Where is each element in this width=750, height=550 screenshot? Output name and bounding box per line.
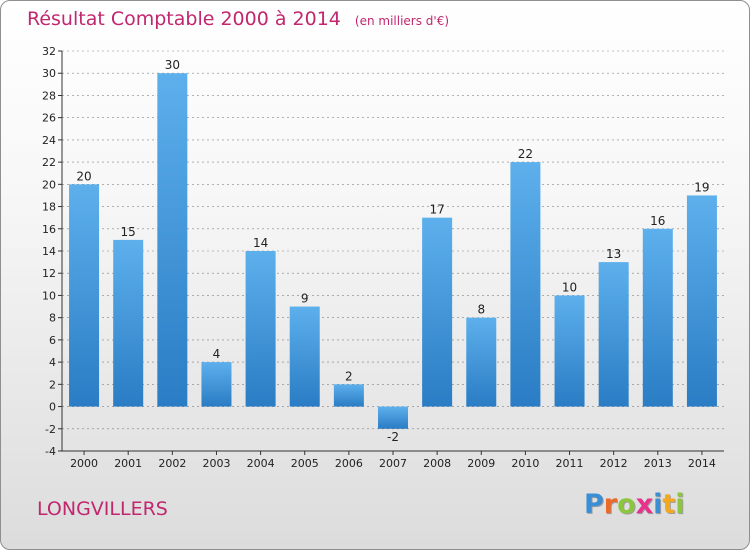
- data-label: 8: [477, 303, 485, 317]
- y-tick-label: 0: [49, 401, 56, 414]
- x-tick-label: 2009: [467, 457, 495, 470]
- data-label: 15: [121, 225, 136, 239]
- bar: [510, 162, 541, 407]
- y-tick-label: 18: [42, 201, 56, 214]
- y-tick-label: 2: [49, 378, 56, 391]
- y-tick-label: 28: [42, 89, 56, 102]
- data-label: 19: [694, 180, 709, 194]
- x-tick-label: 2010: [511, 457, 539, 470]
- data-label: 13: [606, 247, 621, 261]
- logo-letter: x: [635, 489, 654, 520]
- bar: [69, 184, 100, 407]
- x-tick-label: 2004: [247, 457, 275, 470]
- y-tick-label: 26: [42, 112, 56, 125]
- y-tick-label: 4: [49, 356, 56, 369]
- data-label: 10: [562, 280, 577, 294]
- proxiti-logo: Proxiti: [584, 489, 685, 520]
- y-tick-label: -4: [45, 445, 56, 458]
- bar: [378, 406, 408, 429]
- bar: [642, 228, 673, 407]
- bar: [422, 217, 453, 407]
- bar: [598, 262, 629, 407]
- bar: [201, 362, 232, 407]
- chart-subtitle: (en milliers d'€): [355, 14, 449, 28]
- logo-letter: i: [675, 489, 685, 520]
- y-tick-label: 20: [42, 178, 56, 191]
- x-tick-label: 2002: [158, 457, 186, 470]
- x-tick-label: 2001: [114, 457, 142, 470]
- x-tick-label: 2008: [423, 457, 451, 470]
- bar: [289, 306, 320, 407]
- logo-letter: r: [603, 489, 618, 520]
- label-layer: 20 15 30 4 14 9 2 -2 17 8 22 10 13 16 19: [76, 58, 709, 444]
- data-label: 20: [76, 169, 91, 183]
- bar: [157, 73, 188, 407]
- x-tick-label: 2014: [688, 457, 716, 470]
- y-tick-label: 10: [42, 289, 56, 302]
- y-tick-label: 6: [49, 334, 56, 347]
- x-tick-label: 2007: [379, 457, 407, 470]
- logo-letter: t: [662, 489, 676, 520]
- x-tick-label: 2011: [556, 457, 584, 470]
- data-label: 17: [429, 203, 444, 217]
- y-tick-label: 16: [42, 223, 56, 236]
- chart-title: Résultat Comptable 2000 à 2014 (en milli…: [27, 8, 449, 30]
- data-label: 22: [518, 147, 533, 161]
- y-tick-label: 22: [42, 156, 56, 169]
- x-tick-label: 2000: [70, 457, 98, 470]
- y-tick-label: 30: [42, 67, 56, 80]
- x-tick-label: 2013: [644, 457, 672, 470]
- bar: [245, 251, 276, 407]
- commune-name: LONGVILLERS: [37, 498, 168, 520]
- data-label: 30: [165, 58, 180, 72]
- y-tick-label: 12: [42, 267, 56, 280]
- data-label: 9: [301, 292, 309, 306]
- bar: [686, 195, 717, 407]
- logo-letter: i: [653, 489, 663, 520]
- y-tick-label: -2: [45, 423, 56, 436]
- bar: [333, 384, 364, 407]
- bar-layer: [69, 73, 717, 429]
- logo-letter: P: [584, 489, 604, 520]
- y-tick-label: 32: [42, 45, 56, 58]
- data-label: 14: [253, 236, 268, 250]
- data-label: 4: [213, 347, 221, 361]
- x-tick-label: 2012: [600, 457, 628, 470]
- x-tick-label: 2006: [335, 457, 363, 470]
- data-label: -2: [387, 430, 399, 444]
- data-label: 16: [650, 214, 665, 228]
- data-label: 2: [345, 369, 353, 383]
- bar: [466, 317, 497, 407]
- bar: [554, 295, 585, 407]
- logo-letter: o: [617, 489, 636, 520]
- y-tick-label: 24: [42, 134, 56, 147]
- x-tick-label: 2005: [291, 457, 319, 470]
- y-tick-label: 14: [42, 245, 56, 258]
- chart-title-main: Résultat Comptable 2000 à 2014: [27, 8, 341, 30]
- y-tick-label: 8: [49, 312, 56, 325]
- x-tick-label: 2003: [202, 457, 230, 470]
- bar: [113, 239, 144, 407]
